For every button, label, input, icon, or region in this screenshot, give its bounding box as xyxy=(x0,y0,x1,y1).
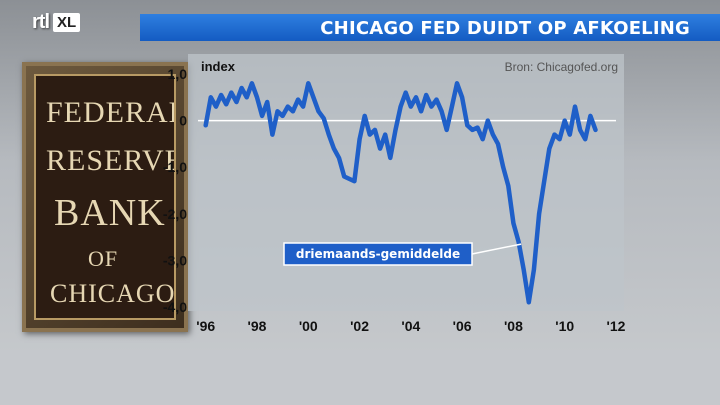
title-bar: CHICAGO FED DUIDT OP AFKOELING xyxy=(140,14,720,41)
page-title: CHICAGO FED DUIDT OP AFKOELING xyxy=(320,18,690,39)
y-tick-label: -3,0 xyxy=(163,252,187,268)
x-tick-label: '02 xyxy=(350,318,369,334)
y-tick-label: 0 xyxy=(179,113,187,129)
x-tick-label: '04 xyxy=(401,318,420,334)
rtlxl-logo: rtl XL xyxy=(32,8,81,36)
plaque-line-1: FEDERAL xyxy=(46,96,176,129)
plaque-line-5: CHICAGO xyxy=(50,279,176,308)
logo-xl: XL xyxy=(53,12,81,32)
plaque-inner: FEDERAL RESERVE BANK OF CHICAGO xyxy=(34,74,176,320)
y-tick-label: -2,0 xyxy=(163,206,187,222)
annotation-label: driemaands-gemiddelde xyxy=(296,247,460,261)
annotation-box xyxy=(283,242,473,266)
x-tick-label: '96 xyxy=(196,318,215,334)
series-line-driemaands xyxy=(203,81,598,305)
y-tick-label: -4,0 xyxy=(163,299,187,315)
x-tick-label: '08 xyxy=(504,318,523,334)
x-tick-label: '12 xyxy=(607,318,626,334)
y-tick-label: -1,0 xyxy=(163,159,187,175)
x-tick-label: '98 xyxy=(248,318,267,334)
x-tick-label: '10 xyxy=(555,318,574,334)
annotation-pointer xyxy=(471,243,522,255)
y-axis-label: index xyxy=(201,59,236,74)
x-tick-label: '06 xyxy=(453,318,472,334)
plaque-line-2: RESERVE xyxy=(46,144,176,177)
logo-rtl: rtl xyxy=(32,10,50,33)
bottom-band xyxy=(0,350,720,405)
plaque-line-4: OF xyxy=(88,246,119,271)
y-tick-label: 1,0 xyxy=(168,66,188,82)
federal-reserve-plaque: FEDERAL RESERVE BANK OF CHICAGO xyxy=(22,62,188,332)
source-label: Bron: Chicagofed.org xyxy=(505,60,618,74)
x-tick-label: '00 xyxy=(299,318,318,334)
plaque-line-3: BANK xyxy=(54,192,166,234)
